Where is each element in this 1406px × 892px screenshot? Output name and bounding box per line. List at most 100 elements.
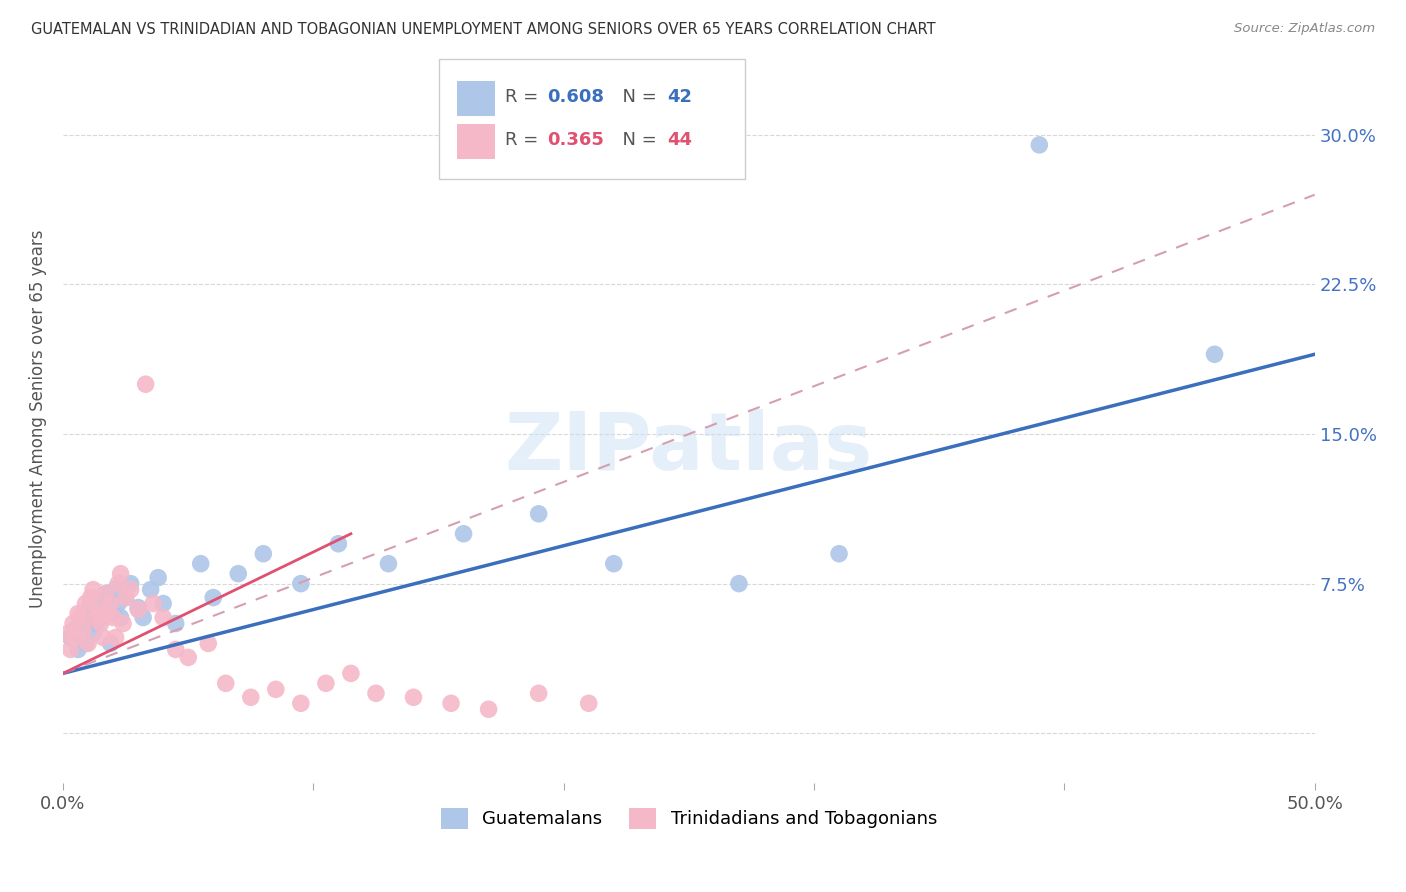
Point — [112, 616, 135, 631]
Point — [67, 642, 90, 657]
Point — [239, 690, 262, 705]
Text: 44: 44 — [668, 131, 693, 149]
Point — [82, 626, 104, 640]
Point — [252, 547, 274, 561]
Point — [377, 557, 399, 571]
Point — [120, 582, 142, 597]
Point — [1204, 347, 1226, 361]
Point — [101, 610, 124, 624]
Text: R =: R = — [505, 131, 544, 149]
Text: N =: N = — [612, 131, 662, 149]
Point — [87, 602, 110, 616]
Point — [527, 686, 550, 700]
Point — [146, 571, 169, 585]
Point — [79, 591, 101, 605]
Point — [87, 602, 110, 616]
Point — [264, 682, 287, 697]
Point — [84, 610, 107, 624]
Point — [94, 586, 117, 600]
Text: Source: ZipAtlas.com: Source: ZipAtlas.com — [1234, 22, 1375, 36]
Point — [77, 610, 100, 624]
Point — [135, 377, 157, 392]
Text: R =: R = — [505, 87, 544, 105]
Point — [290, 696, 312, 710]
Y-axis label: Unemployment Among Seniors over 65 years: Unemployment Among Seniors over 65 years — [30, 230, 46, 608]
Point — [91, 631, 114, 645]
Point — [202, 591, 225, 605]
Text: N =: N = — [612, 87, 662, 105]
Point — [110, 566, 132, 581]
Point — [77, 636, 100, 650]
Point — [100, 636, 122, 650]
Point — [59, 642, 82, 657]
Point — [104, 582, 127, 597]
Text: 0.365: 0.365 — [547, 131, 605, 149]
Point — [101, 607, 124, 621]
Point — [328, 537, 350, 551]
Point — [75, 597, 97, 611]
Point — [197, 636, 219, 650]
Point — [828, 547, 851, 561]
Point — [1028, 137, 1050, 152]
Point — [65, 623, 87, 637]
Point — [402, 690, 425, 705]
Point — [59, 631, 82, 645]
Point — [97, 607, 120, 621]
Point — [100, 597, 122, 611]
Point — [90, 616, 112, 631]
Point — [190, 557, 212, 571]
Point — [69, 610, 91, 624]
Point — [114, 591, 136, 605]
Point — [120, 576, 142, 591]
Point — [152, 610, 174, 624]
Point — [91, 610, 114, 624]
Point — [364, 686, 387, 700]
Point — [82, 582, 104, 597]
Point — [139, 582, 162, 597]
Point — [75, 636, 97, 650]
Point — [107, 576, 129, 591]
Point — [67, 607, 90, 621]
Point — [440, 696, 463, 710]
Point — [226, 566, 249, 581]
Point — [84, 616, 107, 631]
Point — [97, 600, 120, 615]
Point — [478, 702, 501, 716]
Point — [165, 642, 187, 657]
Point — [94, 586, 117, 600]
Point — [152, 597, 174, 611]
Point — [127, 602, 149, 616]
Text: 42: 42 — [668, 87, 693, 105]
Point — [56, 626, 79, 640]
Point — [72, 607, 94, 621]
Point — [142, 597, 165, 611]
Point — [90, 591, 112, 605]
Point — [110, 610, 132, 624]
Bar — [457, 80, 495, 116]
Point — [165, 616, 187, 631]
FancyBboxPatch shape — [439, 59, 745, 179]
Point — [728, 576, 751, 591]
Legend: Guatemalans, Trinidadians and Tobagonians: Guatemalans, Trinidadians and Tobagonian… — [433, 801, 945, 836]
Point — [104, 631, 127, 645]
Point — [340, 666, 363, 681]
Point — [453, 526, 475, 541]
Point — [65, 631, 87, 645]
Point — [290, 576, 312, 591]
Point — [315, 676, 337, 690]
Point — [114, 591, 136, 605]
Point — [79, 597, 101, 611]
Point — [215, 676, 238, 690]
Point — [72, 623, 94, 637]
Point — [127, 600, 149, 615]
Point — [107, 597, 129, 611]
Text: 0.608: 0.608 — [547, 87, 605, 105]
Point — [132, 610, 155, 624]
Point — [527, 507, 550, 521]
Point — [69, 616, 91, 631]
Point — [177, 650, 200, 665]
Text: GUATEMALAN VS TRINIDADIAN AND TOBAGONIAN UNEMPLOYMENT AMONG SENIORS OVER 65 YEAR: GUATEMALAN VS TRINIDADIAN AND TOBAGONIAN… — [31, 22, 935, 37]
Point — [578, 696, 600, 710]
Point — [603, 557, 626, 571]
Point — [62, 616, 84, 631]
